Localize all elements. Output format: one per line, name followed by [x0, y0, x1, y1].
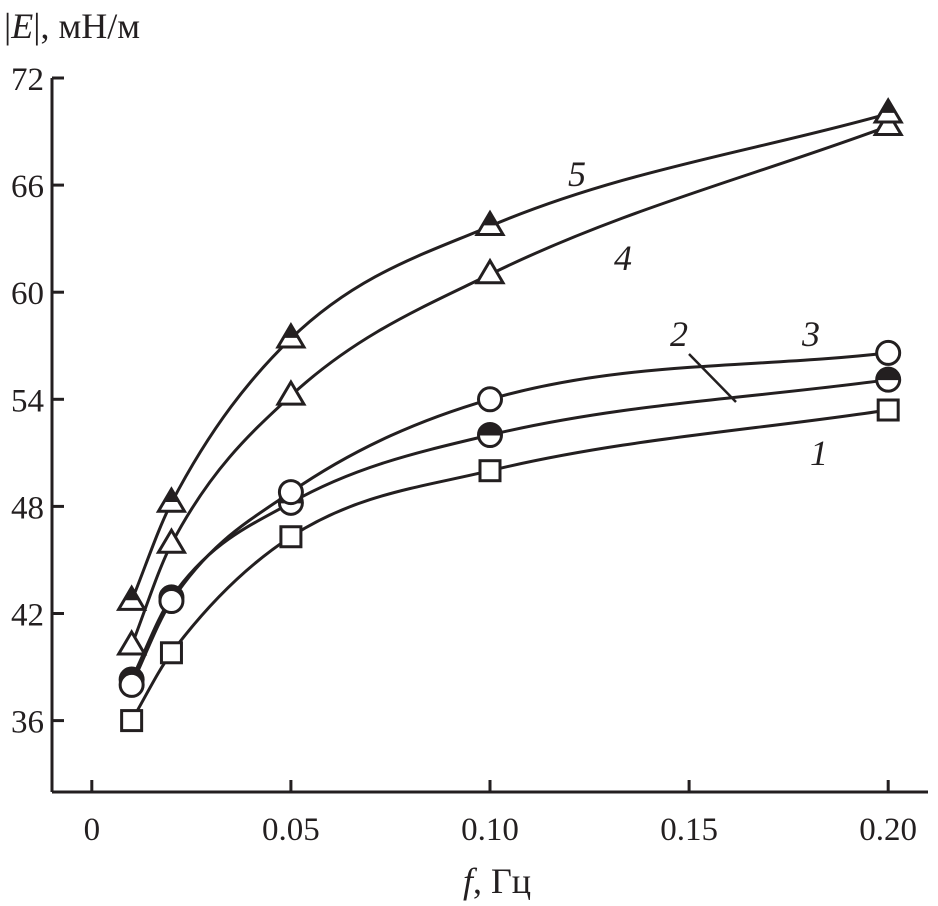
x-tick-label-0.15: 0.15 [660, 812, 718, 848]
series-1-point-5-shape [876, 398, 900, 422]
series-4-point-4 [474, 257, 506, 285]
series-1-point-4-shape [478, 459, 502, 483]
y-axis-title: |E|, мН/м [4, 6, 140, 46]
series-2-point-4 [477, 422, 503, 448]
y-tick-label-54: 54 [11, 383, 44, 419]
series-5-point-5 [872, 97, 904, 124]
series-3-point-3 [277, 479, 304, 506]
y-axis-title-units: , мН/м [40, 6, 140, 46]
series-3-point-5-shape [875, 339, 902, 366]
series-3-point-3-shape [277, 479, 304, 506]
series-1-point-5 [876, 398, 900, 422]
y-axis-title-bar-left: | [4, 6, 11, 46]
series-3-point-5 [875, 339, 902, 366]
curve-label-4: 4 [614, 238, 632, 278]
series-5-point-2 [155, 486, 188, 513]
x-axis-title: f, Гц [463, 861, 531, 901]
series-5-point-5-fill [879, 98, 897, 113]
series-3-point-4-shape [477, 386, 503, 413]
y-tick-label-60: 60 [11, 276, 44, 312]
curve-label-3: 3 [801, 314, 820, 354]
series-1-point-3-shape [279, 525, 303, 549]
series-5-point-4-fill [481, 211, 499, 226]
series-2-point-5-fill [876, 367, 901, 381]
series-4-point-3-shape [275, 379, 307, 406]
series-1-point-4 [478, 459, 502, 483]
y-tick-label-66: 66 [11, 169, 44, 205]
series-1-point-2-shape [159, 641, 183, 665]
series-1-point-1 [120, 709, 144, 733]
series-5-point-2-fill [162, 487, 180, 503]
curves-group [130, 112, 889, 722]
series-5-point-1 [116, 584, 148, 611]
x-tick-label-0: 0 [84, 812, 101, 848]
series-4-point-2-shape [155, 527, 188, 554]
series-4-point-2 [155, 527, 188, 554]
series-4-point-3 [275, 379, 307, 406]
y-tick-label-72: 72 [11, 62, 44, 98]
series-5-point-1-fill [123, 585, 141, 601]
series-3-point-4 [477, 386, 503, 413]
curve-label-5: 5 [568, 154, 586, 194]
series-1-point-2 [159, 641, 183, 665]
curve-label-1: 1 [810, 433, 828, 473]
markers-group [116, 97, 904, 733]
series-1-point-1-shape [120, 709, 144, 733]
series-3-point-1 [118, 671, 145, 698]
series-4-point-1-shape [116, 629, 148, 656]
series-2-point-5 [875, 366, 902, 393]
y-tick-label-42: 42 [11, 598, 44, 634]
series-5-point-3 [275, 322, 307, 349]
y-axis-title-bar-right: | [33, 6, 40, 46]
curve-label-2-leader [688, 353, 737, 403]
x-tick-label-0.05: 0.05 [262, 812, 320, 848]
y-tick-label-48: 48 [11, 490, 44, 526]
y-axis-title-variable: E [10, 6, 33, 46]
series-5-point-4 [474, 209, 506, 237]
series-5-point-3-fill [282, 323, 300, 338]
series-4-point-4-shape [474, 257, 506, 285]
series-4-line [130, 124, 889, 647]
series-1-line [130, 408, 889, 722]
series-3-line [130, 351, 889, 686]
y-tick-label-36: 36 [11, 705, 44, 741]
curve-label-2: 2 [670, 314, 688, 354]
series-3-point-2 [158, 588, 185, 615]
x-tick-label-0.20: 0.20 [859, 812, 917, 848]
x-axis-title-units: , Гц [473, 861, 531, 901]
x-tick-label-0.10: 0.10 [461, 812, 519, 848]
series-4-point-1 [116, 629, 148, 656]
series-2-point-4-fill [477, 423, 503, 436]
series-3-point-2-shape [158, 588, 185, 615]
series-3-point-1-shape [118, 671, 145, 698]
series-1-point-3 [279, 525, 303, 549]
